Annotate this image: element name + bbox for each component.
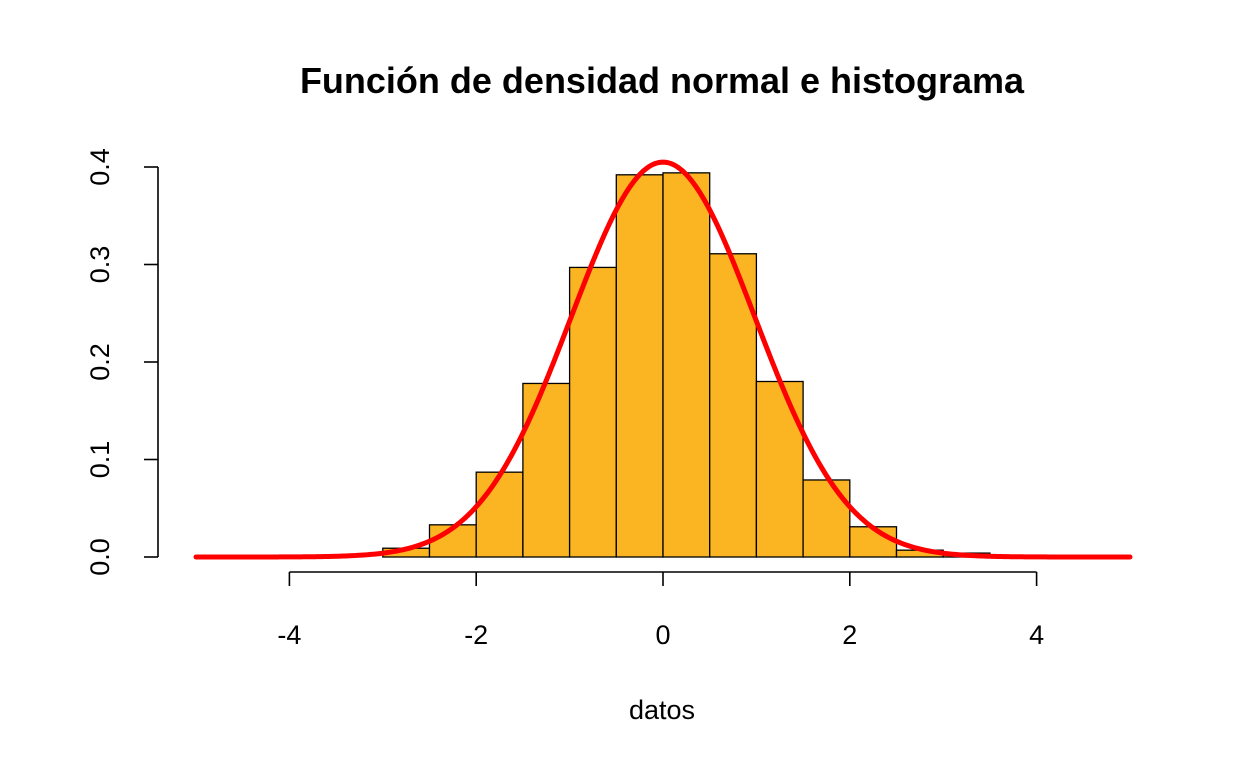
y-tick-label: 0.4 [85, 148, 115, 186]
density-curve [193, 159, 1133, 560]
y-axis: 0.0 0.1 0.2 0.3 0.4 [85, 148, 159, 576]
y-tick-label: 0.0 [85, 538, 115, 576]
histogram-bar [662, 172, 711, 558]
y-tick-label: 0.1 [85, 441, 115, 479]
histogram-bar [755, 380, 804, 558]
histogram-bar [522, 382, 571, 558]
x-axis: -4 -2 0 2 4 [277, 571, 1044, 650]
histogram-bar [802, 479, 851, 558]
y-tick-label: 0.3 [85, 246, 115, 284]
x-tick-label: 0 [655, 620, 670, 650]
chart-title: Función de densidad normal e histograma [300, 60, 1025, 101]
histogram-bar [475, 471, 524, 558]
histogram-bar [568, 266, 617, 558]
histogram-bar [849, 526, 898, 558]
y-tick-label: 0.2 [85, 343, 115, 381]
x-axis-label: datos [629, 695, 695, 725]
histogram-bars [382, 172, 991, 558]
histogram-bar [615, 174, 664, 558]
x-tick-label: 4 [1029, 620, 1044, 650]
x-tick-label: 2 [842, 620, 857, 650]
x-tick-label: -4 [277, 620, 301, 650]
x-tick-label: -2 [464, 620, 488, 650]
